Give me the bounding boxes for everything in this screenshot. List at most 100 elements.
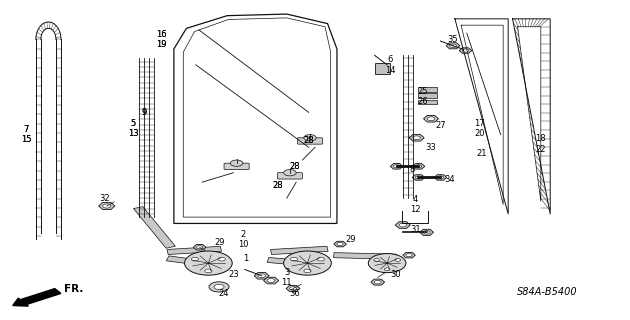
Text: S84A-B5400: S84A-B5400	[517, 287, 577, 297]
Circle shape	[218, 257, 226, 261]
Text: 28: 28	[290, 162, 301, 171]
Polygon shape	[334, 241, 347, 247]
Polygon shape	[267, 257, 322, 267]
Bar	[375, 63, 390, 74]
FancyArrow shape	[13, 289, 61, 306]
Polygon shape	[99, 203, 115, 210]
Text: 7
15: 7 15	[21, 125, 32, 144]
Circle shape	[374, 259, 379, 261]
Text: 27: 27	[435, 121, 446, 130]
Circle shape	[284, 251, 331, 275]
Text: 28: 28	[304, 136, 314, 146]
Text: 3
11: 3 11	[282, 268, 292, 287]
Polygon shape	[409, 134, 424, 141]
Circle shape	[197, 246, 203, 249]
Bar	[418, 100, 437, 105]
Text: 7
15: 7 15	[21, 125, 32, 144]
Text: 28: 28	[304, 136, 314, 146]
Text: 9: 9	[141, 108, 146, 117]
Circle shape	[415, 165, 421, 168]
Circle shape	[214, 284, 224, 289]
Circle shape	[369, 253, 406, 273]
FancyBboxPatch shape	[224, 163, 249, 170]
Text: 24: 24	[219, 289, 229, 298]
Circle shape	[231, 160, 243, 166]
Polygon shape	[286, 285, 300, 292]
Circle shape	[103, 204, 111, 208]
Polygon shape	[270, 246, 328, 254]
Circle shape	[374, 280, 381, 284]
Polygon shape	[166, 256, 216, 267]
Text: 5
13: 5 13	[128, 119, 139, 138]
Circle shape	[258, 274, 265, 278]
Text: 2
10: 2 10	[238, 230, 248, 249]
Circle shape	[185, 251, 232, 275]
Circle shape	[427, 117, 435, 121]
Polygon shape	[403, 252, 415, 258]
Text: 28: 28	[272, 181, 283, 190]
Text: 36: 36	[290, 289, 301, 298]
Polygon shape	[193, 244, 206, 250]
Text: 6
14: 6 14	[385, 55, 396, 75]
Circle shape	[318, 257, 324, 261]
Circle shape	[304, 269, 311, 273]
Text: 16
19: 16 19	[156, 30, 167, 49]
Circle shape	[399, 223, 406, 227]
Circle shape	[450, 44, 457, 48]
Polygon shape	[420, 229, 433, 235]
Text: 8: 8	[410, 165, 415, 174]
Circle shape	[437, 176, 444, 179]
Circle shape	[406, 253, 412, 257]
Text: 23: 23	[228, 270, 239, 279]
Text: 9: 9	[141, 108, 146, 117]
Polygon shape	[371, 279, 385, 285]
Text: 21: 21	[476, 149, 486, 158]
Circle shape	[290, 287, 297, 290]
Circle shape	[384, 268, 390, 271]
Text: FR.: FR.	[64, 284, 84, 294]
Circle shape	[284, 170, 296, 176]
Text: 16
19: 16 19	[156, 30, 167, 49]
Polygon shape	[423, 116, 438, 122]
Text: 18
22: 18 22	[536, 134, 546, 154]
Circle shape	[395, 259, 401, 261]
Polygon shape	[333, 252, 397, 259]
Text: 28: 28	[290, 162, 301, 171]
Circle shape	[423, 231, 430, 234]
Text: 4
12: 4 12	[410, 195, 421, 214]
Polygon shape	[134, 207, 175, 248]
Text: 29: 29	[214, 238, 225, 247]
Polygon shape	[412, 164, 425, 169]
Polygon shape	[395, 222, 410, 228]
Bar	[418, 93, 437, 98]
Circle shape	[462, 49, 469, 52]
Text: 29: 29	[345, 235, 356, 244]
Text: 33: 33	[426, 143, 437, 152]
Circle shape	[192, 257, 198, 261]
Text: 1: 1	[243, 254, 249, 263]
Circle shape	[205, 269, 212, 273]
Circle shape	[415, 176, 421, 179]
Text: 25
26: 25 26	[418, 87, 428, 106]
Polygon shape	[446, 43, 460, 49]
Text: 5
13: 5 13	[128, 119, 139, 138]
Text: 35: 35	[448, 35, 458, 44]
Text: 31: 31	[410, 225, 421, 234]
Circle shape	[413, 136, 420, 140]
Text: 17
20: 17 20	[474, 119, 484, 138]
Circle shape	[337, 243, 343, 246]
Circle shape	[267, 279, 275, 283]
Polygon shape	[412, 175, 425, 180]
Circle shape	[290, 257, 297, 261]
Polygon shape	[459, 48, 472, 53]
Polygon shape	[390, 164, 403, 169]
Text: 32: 32	[100, 194, 110, 203]
Polygon shape	[167, 246, 222, 254]
Circle shape	[393, 165, 399, 168]
Polygon shape	[254, 273, 269, 279]
Polygon shape	[263, 277, 278, 284]
FancyBboxPatch shape	[297, 138, 323, 144]
Polygon shape	[434, 175, 447, 180]
Circle shape	[209, 282, 229, 292]
Bar	[418, 87, 437, 92]
